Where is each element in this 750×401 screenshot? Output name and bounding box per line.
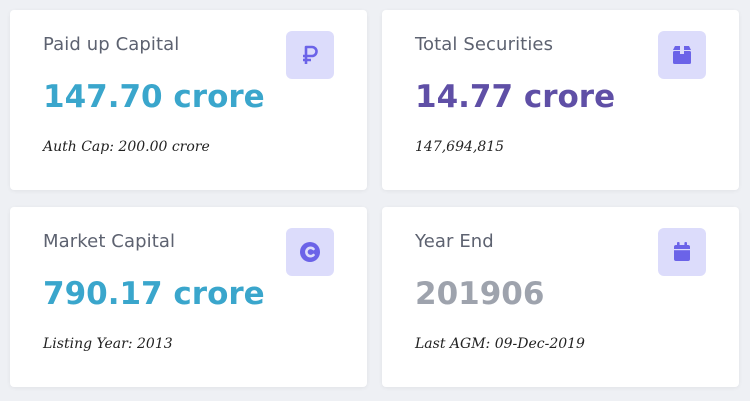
card-value: 14.77 crore <box>415 79 616 115</box>
year-end-card: Year End 201906 Last AGM: 09-Dec-2019 <box>382 207 739 387</box>
card-title: Market Capital <box>43 231 176 252</box>
box-icon <box>658 31 706 79</box>
card-subtext: Auth Cap: 200.00 crore <box>43 139 210 155</box>
calendar-icon <box>658 228 706 276</box>
market-capital-card: Market Capital 790.17 crore Listing Year… <box>10 207 367 387</box>
card-subtext: Last AGM: 09-Dec-2019 <box>415 336 585 352</box>
card-value: 201906 <box>415 276 545 312</box>
ruble-icon <box>286 31 334 79</box>
card-title: Paid up Capital <box>43 34 180 55</box>
card-value: 147.70 crore <box>43 79 265 115</box>
card-subtext: Listing Year: 2013 <box>43 336 173 352</box>
card-title: Total Securities <box>415 34 554 55</box>
card-subtext: 147,694,815 <box>415 139 505 155</box>
card-title: Year End <box>415 231 494 252</box>
total-securities-card: Total Securities 14.77 crore 147,694,815 <box>382 10 739 190</box>
copyright-icon <box>286 228 334 276</box>
paid-up-capital-card: Paid up Capital 147.70 crore Auth Cap: 2… <box>10 10 367 190</box>
card-value: 790.17 crore <box>43 276 265 312</box>
